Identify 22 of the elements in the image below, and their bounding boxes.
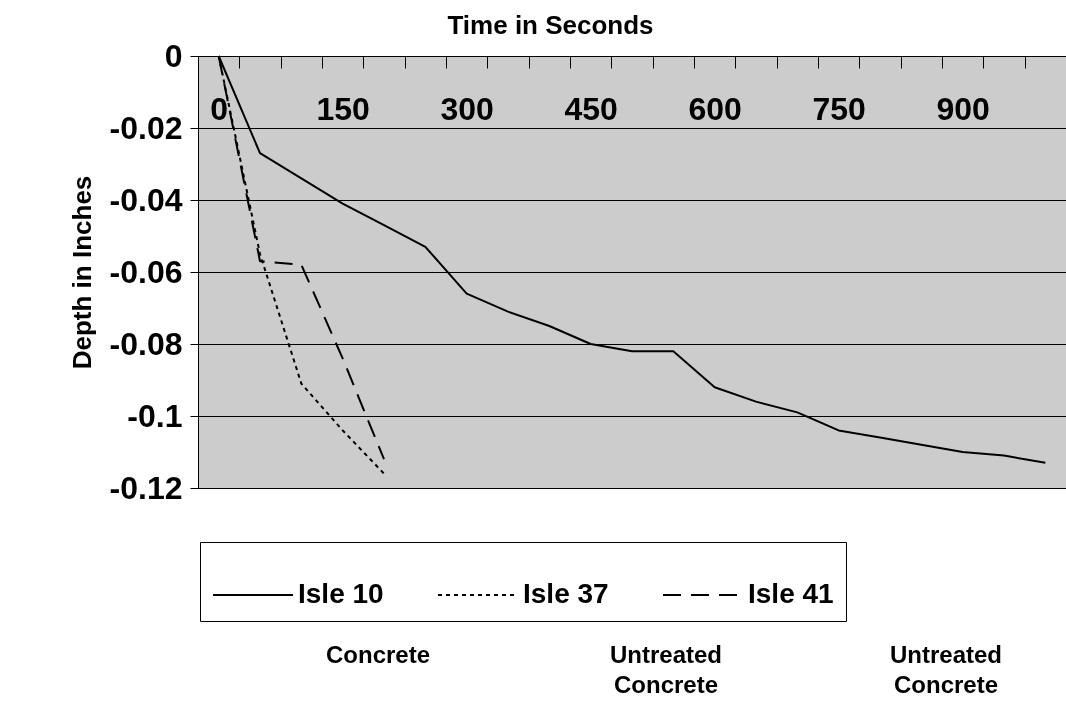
y-tick-label: -0.12: [109, 469, 183, 506]
y-axis-title: Depth in Inches: [66, 175, 97, 370]
legend-label: Isle 41: [748, 578, 834, 609]
y-tick-label: -0.1: [127, 397, 183, 434]
x-tick-label: 750: [812, 90, 866, 127]
y-tick-label: -0.08: [109, 325, 183, 362]
y-tick-label: -0.04: [109, 181, 183, 218]
x-tick-label: 0: [210, 90, 229, 127]
x-tick-label: 900: [936, 90, 990, 127]
x-tick-label: 150: [316, 90, 370, 127]
y-tick-label: 0: [164, 37, 183, 74]
x-tick-label: 450: [564, 90, 618, 127]
legend-label: Isle 37: [523, 578, 609, 609]
text: Untreated Concrete: [889, 641, 1003, 698]
y-tick-label: -0.06: [109, 253, 183, 290]
x-tick-label: 300: [440, 90, 494, 127]
text: Untreated Concrete: [609, 641, 723, 698]
y-tick-label: -0.02: [109, 109, 183, 146]
text: Concrete: [325, 641, 431, 668]
x-axis-title: Time in Seconds: [447, 9, 654, 40]
x-tick-label: 600: [688, 90, 742, 127]
legend-label: Isle 10: [298, 578, 384, 609]
